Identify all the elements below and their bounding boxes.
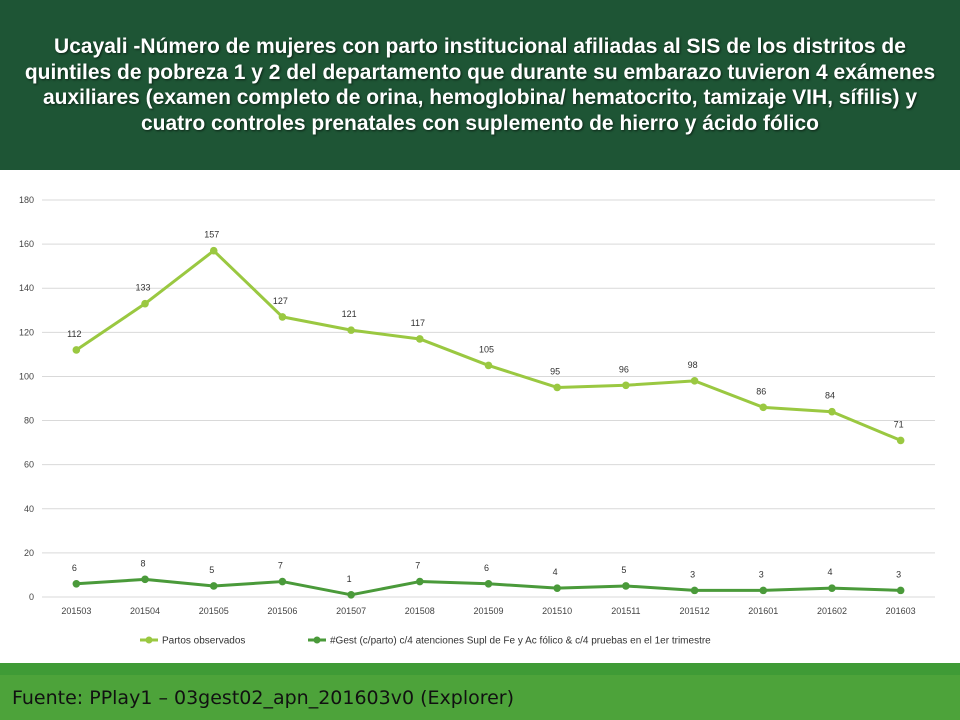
data-point [72,346,81,354]
data-point [347,590,355,599]
data-point [347,326,355,334]
y-tick-label: 0 [29,592,34,602]
data-label: 121 [342,309,357,319]
footer-stripe [0,663,960,675]
data-label: 6 [72,563,77,573]
data-label: 71 [894,419,904,429]
y-tick-label: 80 [24,416,34,426]
x-tick-label: 201510 [542,606,572,616]
legend-swatch-marker [145,636,153,644]
data-point [209,246,218,255]
y-tick-label: 40 [24,504,34,514]
x-tick-label: 201602 [817,606,847,616]
x-tick-label: 201506 [267,606,297,616]
data-label: 127 [273,296,288,306]
data-point [416,335,424,343]
data-point [759,586,768,595]
data-point [553,584,561,592]
data-label: 6 [484,563,489,573]
footer-bar: Fuente: PPlay1 – 03gest02_apn_201603v0 (… [0,675,960,720]
data-point [278,313,287,321]
data-point [209,582,218,590]
data-point [484,579,493,588]
data-point [553,383,561,392]
y-tick-label: 180 [19,195,34,205]
y-tick-label: 140 [19,283,34,293]
data-point [622,381,630,390]
data-label: 133 [136,283,151,293]
y-tick-label: 160 [19,239,34,249]
chart-area: 0 20 40 60 80 100 120 140 160 180 201503 201504 2015… [0,170,960,663]
x-tick-label: 201503 [61,606,91,616]
line-chart: 0 20 40 60 80 100 120 140 160 180 201503 201504 2015… [19,195,935,647]
x-tick-label: 201507 [336,606,366,616]
x-tick-label: 201509 [473,606,503,616]
data-label: 86 [756,386,766,396]
data-point [141,299,149,308]
x-tick-label: 201601 [748,606,778,616]
x-tick-label: 201512 [680,606,710,616]
x-tick-label: 201603 [886,606,916,616]
y-tick-label: 60 [24,460,34,470]
data-label: 95 [550,366,560,376]
data-point [828,584,836,592]
data-label: 1 [347,574,352,584]
data-label: 7 [415,561,420,571]
data-label: 5 [209,565,214,575]
x-tick-label: 201504 [130,606,160,616]
data-label: 4 [827,567,832,577]
data-label: 84 [825,391,835,401]
data-point [484,361,493,370]
data-label: 3 [896,569,901,579]
data-point [416,577,424,586]
title-banner: Ucayali -Número de mujeres con parto ins… [0,0,960,170]
chart-title: Ucayali -Número de mujeres con parto ins… [24,35,936,135]
data-point [896,586,905,595]
source-note: Fuente: PPlay1 – 03gest02_apn_201603v0 (… [12,686,515,709]
data-label: 105 [479,344,494,354]
data-label: 96 [619,364,629,374]
legend-label: #Gest (c/parto) c/4 atenciones Supl de F… [330,636,711,647]
data-label: 5 [621,565,626,575]
data-label: 4 [553,567,558,577]
y-tick-label: 120 [19,327,34,337]
data-point [828,407,836,416]
x-tick-label: 201508 [405,606,435,616]
legend-label: Partos observados [162,636,245,647]
data-label: 3 [759,569,764,579]
data-point [72,579,81,588]
data-point [690,377,699,385]
data-label: 112 [67,329,81,339]
data-label: 8 [141,558,146,568]
legend-swatch-marker [313,636,321,644]
data-point [896,436,905,445]
data-label: 7 [278,561,283,571]
y-tick-label: 100 [19,371,34,381]
x-tick-label: 201505 [199,606,229,616]
data-label: 3 [690,569,695,579]
data-point [759,403,768,412]
data-point [278,577,287,586]
data-point [690,586,699,595]
y-tick-label: 20 [24,548,34,558]
data-point [141,575,149,584]
data-label: 98 [688,360,698,370]
data-label: 157 [204,230,219,240]
data-point [622,582,630,590]
data-label: 117 [411,318,425,328]
x-tick-label: 201511 [611,606,640,616]
